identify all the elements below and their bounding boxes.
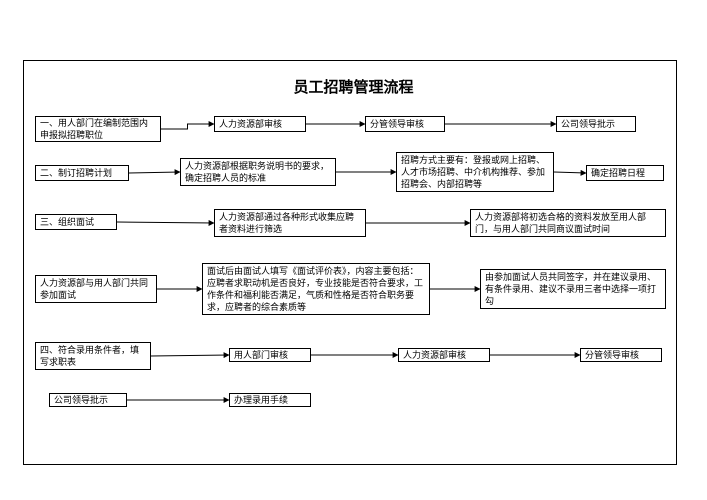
diagram-title: 员工招聘管理流程 xyxy=(0,76,707,97)
flow-node: 招聘方式主要有：登报或网上招聘、人才市场招聘、中介机构推荐、参加招聘会、内部招聘… xyxy=(396,152,554,192)
flow-node: 人力资源部根据职务说明书的要求，确定招聘人员的标准 xyxy=(180,158,336,186)
flow-node: 公司领导批示 xyxy=(556,116,636,132)
flow-node: 四、符合录用条件者，填写求职表 xyxy=(35,342,151,370)
flow-node: 公司领导批示 xyxy=(49,393,127,407)
flow-node: 人力资源部审核 xyxy=(214,116,306,132)
flow-node: 办理录用手续 xyxy=(229,393,311,407)
flow-node: 二、制订招聘计划 xyxy=(35,165,129,181)
flow-node: 分管领导审核 xyxy=(365,116,445,132)
flow-node: 确定招聘日程 xyxy=(586,165,664,181)
flow-node: 一、用人部门在编制范围内申报拟招聘职位 xyxy=(35,116,161,142)
flow-node: 人力资源部与用人部门共同参加面试 xyxy=(35,275,157,303)
flow-node: 人力资源部将初选合格的资料发放至用人部门，与用人部门共同商议面试时间 xyxy=(470,209,666,237)
flow-node: 人力资源部审核 xyxy=(398,348,490,362)
flow-node: 三、组织面试 xyxy=(35,214,117,230)
flow-node: 面试后由面试人填写《面试评价表》，内容主要包括：应聘者求职动机是否良好，专业技能… xyxy=(202,263,430,315)
flow-node: 分管领导审核 xyxy=(580,348,662,362)
flow-node: 人力资源部通过各种形式收集应聘者资料进行筛选 xyxy=(214,209,366,237)
flow-node: 由参加面试人员共同签字，并在建议录用、有条件录用、建议不录用三者中选择一项打勾 xyxy=(480,269,666,309)
flow-node: 用人部门审核 xyxy=(229,348,311,362)
